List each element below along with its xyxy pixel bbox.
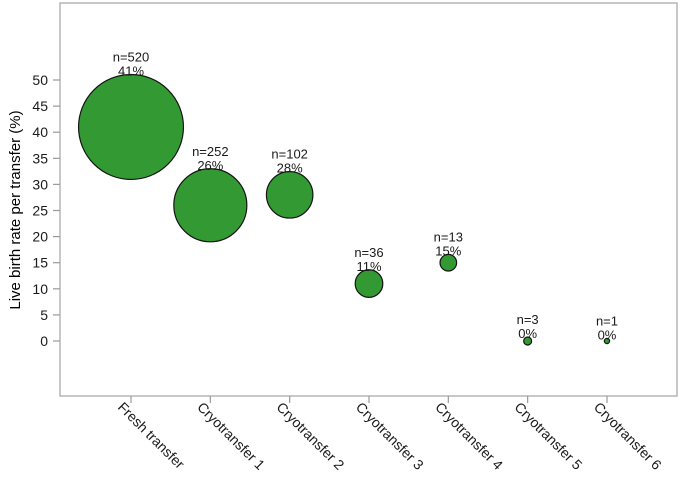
bubble-cryotransfer-4 (439, 253, 458, 272)
bubble-label-n-cryotransfer-2: n=102 (271, 147, 308, 162)
bubble-label-n-cryotransfer-5: n=3 (517, 312, 539, 327)
bubble-label-n-cryotransfer-4: n=13 (434, 229, 463, 244)
bubble-cryotransfer-2 (265, 171, 314, 219)
x-tick-label-cryotransfer-6: Cryotransfer 6 (591, 399, 665, 473)
y-tick-label: 40 (32, 124, 48, 140)
y-tick-label: 45 (32, 98, 48, 114)
bubble-label-pct-cryotransfer-2: 28% (277, 161, 303, 176)
y-axis-title: Live birth rate per transfer (%) (7, 110, 24, 309)
y-tick-label: 25 (32, 203, 48, 219)
bubble-cryotransfer-6 (603, 337, 611, 345)
x-tick-label-cryotransfer-4: Cryotransfer 4 (432, 399, 506, 473)
y-tick-label: 0 (40, 333, 48, 349)
bubble-label-n-cryotransfer-6: n=1 (596, 313, 618, 328)
x-tick-label-cryotransfer-2: Cryotransfer 2 (274, 399, 348, 473)
bubble-label-pct-cryotransfer-3: 11% (356, 259, 381, 274)
bubble-label-pct-cryotransfer-1: 26% (197, 158, 223, 173)
bubble-label-n-cryotransfer-1: n=252 (192, 144, 229, 159)
y-tick-label: 5 (40, 307, 48, 323)
y-tick-label: 30 (32, 176, 48, 192)
bubble-cryotransfer-5 (523, 336, 533, 346)
bubble-label-pct-fresh-transfer: 41% (118, 64, 144, 79)
x-tick-label-fresh-transfer: Fresh transfer (115, 399, 188, 472)
bubble-label-pct-cryotransfer-4: 15% (435, 243, 461, 258)
y-tick-label: 20 (32, 229, 48, 245)
y-tick-label: 50 (32, 72, 48, 88)
bubble-label-n-fresh-transfer: n=520 (113, 50, 150, 65)
bubble-cryotransfer-1 (173, 168, 248, 243)
bubble-label-pct-cryotransfer-6: 0% (598, 327, 617, 342)
bubble-label-n-cryotransfer-3: n=36 (354, 245, 383, 260)
x-tick-label-cryotransfer-5: Cryotransfer 5 (512, 399, 586, 473)
plot-border (59, 2, 678, 397)
bubble-fresh-transfer (77, 73, 185, 181)
y-tick-label: 15 (32, 255, 48, 271)
bubble-label-pct-cryotransfer-5: 0% (518, 326, 537, 341)
y-tick-label: 10 (32, 281, 48, 297)
x-tick-label-cryotransfer-1: Cryotransfer 1 (194, 399, 268, 473)
bubble-cryotransfer-3 (354, 269, 384, 298)
y-tick-label: 35 (32, 150, 48, 166)
x-tick-label-cryotransfer-3: Cryotransfer 3 (353, 399, 427, 473)
